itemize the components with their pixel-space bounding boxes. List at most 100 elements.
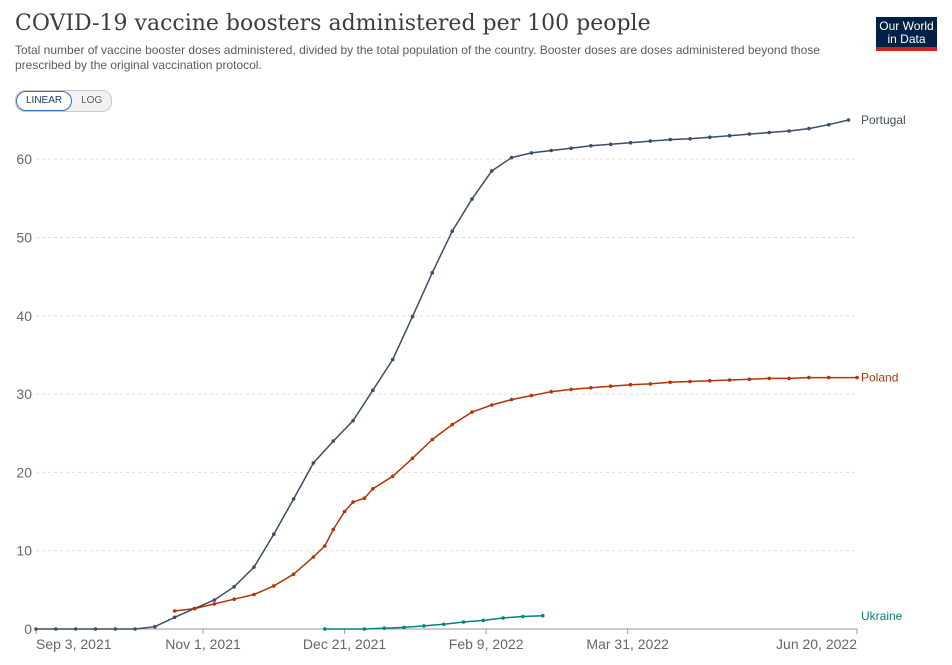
ukraine-data-point bbox=[501, 616, 505, 620]
portugal-data-point bbox=[688, 137, 692, 141]
portugal-data-point bbox=[311, 461, 316, 465]
portugal-data-point bbox=[608, 142, 613, 147]
portugal-data-point bbox=[569, 146, 573, 150]
portugal-data-point bbox=[153, 624, 157, 629]
poland-data-point bbox=[342, 509, 347, 514]
linear-scale-button[interactable]: LINEAR bbox=[16, 91, 73, 111]
portugal-data-point bbox=[331, 439, 336, 443]
portugal-data-point bbox=[232, 584, 236, 589]
portugal-data-point bbox=[747, 132, 752, 136]
poland-data-point bbox=[787, 376, 791, 381]
ukraine-data-point bbox=[541, 613, 545, 618]
portugal-data-point bbox=[212, 598, 217, 602]
portugal-data-point bbox=[410, 314, 415, 319]
poland-data-point bbox=[807, 375, 811, 380]
portugal-data-point bbox=[390, 357, 395, 362]
poland-data-point bbox=[351, 500, 355, 504]
ukraine-series-label: Ukraine bbox=[861, 609, 903, 623]
portugal-data-point bbox=[787, 129, 791, 133]
x-tick-label: Nov 1, 2021 bbox=[165, 636, 241, 652]
x-tick-label: Feb 9, 2022 bbox=[449, 636, 524, 652]
logo-line-1: Our World bbox=[879, 19, 934, 33]
poland-data-point bbox=[826, 375, 831, 380]
y-tick-label: 30 bbox=[16, 386, 32, 402]
poland-data-point bbox=[509, 397, 514, 402]
poland-data-point bbox=[668, 380, 672, 385]
portugal-data-point bbox=[490, 169, 494, 173]
portugal-data-point bbox=[727, 133, 732, 138]
chart-title: COVID-19 vaccine boosters administered p… bbox=[15, 11, 651, 36]
portugal-data-point bbox=[430, 270, 435, 275]
portugal-data-point bbox=[826, 122, 831, 127]
ukraine-data-point bbox=[461, 620, 466, 624]
ukraine-data-point bbox=[362, 627, 367, 631]
poland-data-point bbox=[232, 597, 236, 601]
portugal-data-point bbox=[450, 229, 455, 233]
poland-data-point bbox=[608, 384, 613, 389]
poland-data-point bbox=[569, 387, 573, 392]
poland-data-point bbox=[390, 474, 395, 479]
poland-data-point bbox=[212, 602, 217, 606]
x-tick-label: Dec 21, 2021 bbox=[303, 636, 386, 652]
portugal-data-point bbox=[470, 197, 474, 201]
poland-data-point bbox=[362, 496, 367, 501]
poland-data-point bbox=[688, 379, 692, 384]
poland-data-point bbox=[490, 403, 494, 407]
ukraine-data-point bbox=[382, 626, 387, 630]
x-tick-label: Jun 20, 2022 bbox=[776, 636, 857, 652]
x-tick-label: Mar 31, 2022 bbox=[586, 636, 669, 652]
ukraine-data-point bbox=[441, 622, 446, 627]
portugal-data-point bbox=[272, 532, 276, 536]
poland-series-label: Poland bbox=[861, 371, 898, 385]
portugal-data-point bbox=[668, 137, 672, 142]
portugal-data-point bbox=[529, 151, 534, 155]
portugal-data-point bbox=[589, 144, 593, 148]
logo-line-2: in Data bbox=[887, 32, 926, 46]
portugal-data-point bbox=[73, 627, 78, 631]
portugal-data-point bbox=[351, 418, 355, 423]
poland-data-point bbox=[708, 379, 712, 383]
portugal-series-label: Portugal bbox=[861, 113, 906, 127]
poland-data-point bbox=[450, 422, 455, 427]
portugal-data-point bbox=[767, 130, 771, 135]
portugal-data-point bbox=[846, 118, 851, 122]
portugal-data-point bbox=[172, 615, 177, 620]
poland-data-point bbox=[589, 386, 593, 390]
portugal-data-point bbox=[549, 148, 553, 153]
poland-data-point bbox=[371, 487, 375, 491]
y-tick-label: 60 bbox=[16, 151, 32, 167]
poland-data-point bbox=[331, 527, 336, 532]
portugal-data-point bbox=[113, 627, 118, 631]
ukraine-data-point bbox=[402, 625, 406, 630]
poland-data-point bbox=[855, 375, 859, 380]
poland-data-point bbox=[311, 555, 316, 559]
poland-data-point bbox=[727, 378, 732, 382]
poland-series-line bbox=[174, 376, 857, 612]
chart-subtitle: Total number of vaccine booster doses ad… bbox=[15, 43, 820, 72]
y-tick-label: 10 bbox=[16, 543, 32, 559]
x-tick-label: Sep 3, 2021 bbox=[36, 636, 112, 652]
poland-data-point bbox=[747, 377, 752, 382]
portugal-data-point bbox=[371, 388, 375, 393]
log-scale-button[interactable]: LOG bbox=[81, 95, 103, 106]
owid-logo[interactable]: Our World in Data bbox=[876, 17, 937, 51]
poland-data-point bbox=[323, 544, 327, 548]
scale-toggle: LINEAR LOG bbox=[15, 90, 113, 112]
poland-data-point bbox=[172, 609, 177, 613]
portugal-data-point bbox=[628, 140, 633, 145]
poland-data-point bbox=[252, 592, 256, 597]
y-tick-label: 50 bbox=[16, 229, 32, 245]
portugal-data-point bbox=[807, 126, 811, 131]
poland-data-point bbox=[648, 382, 653, 386]
ukraine-data-point bbox=[481, 618, 486, 623]
portugal-data-point bbox=[648, 139, 653, 143]
poland-data-point bbox=[272, 584, 276, 588]
poland-data-point bbox=[767, 376, 771, 381]
poland-data-point bbox=[291, 572, 296, 576]
portugal-data-point bbox=[509, 155, 514, 160]
poland-data-point bbox=[192, 606, 197, 611]
ukraine-data-point bbox=[422, 624, 426, 628]
poland-data-point bbox=[410, 456, 415, 461]
y-tick-label: 40 bbox=[16, 308, 32, 324]
